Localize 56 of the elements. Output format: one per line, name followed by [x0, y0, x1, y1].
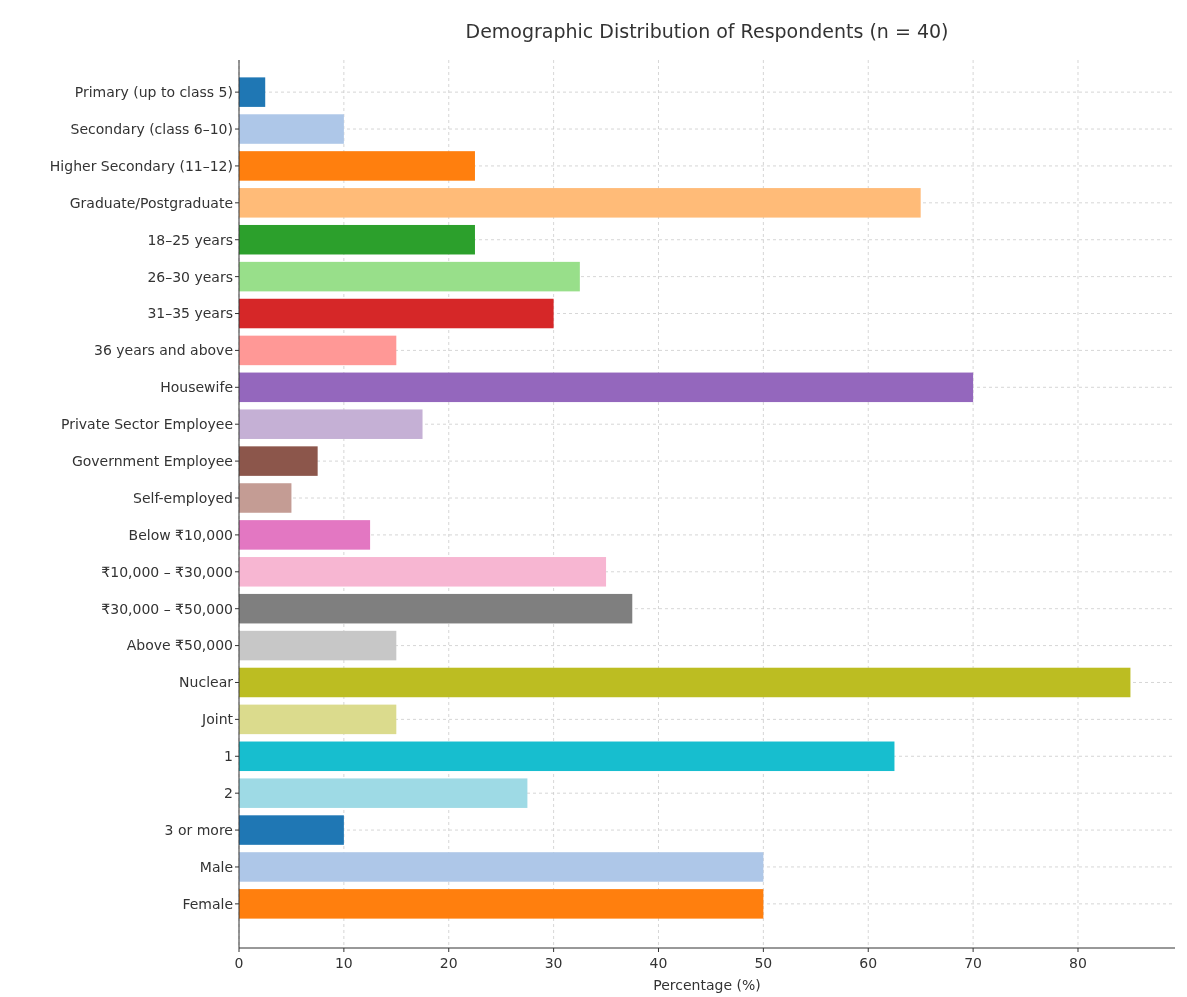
- y-tick-label: 3 or more: [164, 821, 233, 838]
- y-tick-label: Secondary (class 6–10): [70, 120, 233, 137]
- bar: [239, 815, 344, 845]
- bar: [239, 557, 607, 587]
- x-tick-label: 80: [1069, 955, 1087, 971]
- bar: [239, 261, 580, 292]
- bar: [239, 224, 475, 255]
- y-tick-label: 1: [224, 748, 233, 765]
- y-tick-label: 18–25 years: [147, 231, 233, 248]
- y-tick-label: Female: [182, 895, 233, 912]
- x-tick-label: 0: [234, 955, 244, 971]
- y-tick-label: Joint: [201, 711, 234, 728]
- y-tick-label: Self-employed: [133, 489, 233, 506]
- y-tick-label: ₹30,000 – ₹50,000: [101, 600, 233, 617]
- y-tick-label: Higher Secondary (11–12): [49, 157, 233, 174]
- bar: [239, 741, 895, 772]
- bar: [239, 778, 528, 808]
- y-tick-label: Graduate/Postgraduate: [69, 194, 233, 211]
- y-tick-label: ₹10,000 – ₹30,000: [101, 563, 233, 580]
- x-tick-label: 40: [649, 955, 668, 971]
- bar: [239, 114, 344, 144]
- bar: [239, 372, 974, 403]
- x-tick-label: 60: [859, 955, 878, 971]
- x-axis-title: Percentage (%): [653, 977, 761, 993]
- bar: [239, 852, 764, 882]
- y-tick-label: Nuclear: [179, 674, 234, 691]
- x-tick-label: 70: [964, 955, 983, 971]
- bar: [239, 667, 1131, 698]
- x-tick-label: 30: [544, 955, 563, 971]
- bar: [239, 889, 764, 919]
- y-tick-label: Male: [199, 858, 233, 875]
- bar: [239, 151, 475, 181]
- bar: [239, 704, 397, 735]
- y-tick-label: 36 years and above: [94, 342, 233, 359]
- y-tick-label: Primary (up to class 5): [74, 84, 233, 101]
- y-tick-label: 31–35 years: [147, 305, 233, 322]
- y-tick-label: Below ₹10,000: [128, 526, 233, 543]
- bar: [239, 520, 371, 550]
- y-tick-label: 2: [224, 785, 233, 802]
- y-tick-label: Housewife: [160, 379, 233, 396]
- bar: [239, 446, 318, 476]
- chart-title: Demographic Distribution of Respondents (n = 40): [465, 20, 949, 42]
- y-tick-label: Government Employee: [71, 453, 233, 469]
- bar: [239, 298, 554, 329]
- x-tick-label: 50: [754, 955, 773, 971]
- bar: [239, 335, 397, 366]
- bar: [239, 77, 266, 107]
- x-tick-label: 10: [334, 955, 353, 971]
- x-tick-label: 20: [439, 955, 458, 971]
- y-tick-label: Private Sector Employee: [60, 416, 233, 433]
- bar: [239, 483, 292, 513]
- bar: [239, 409, 423, 439]
- bar: [239, 188, 921, 218]
- bar: [239, 593, 633, 624]
- y-tick-label: Above ₹50,000: [126, 637, 233, 654]
- y-tick-label: 26–30 years: [147, 268, 233, 285]
